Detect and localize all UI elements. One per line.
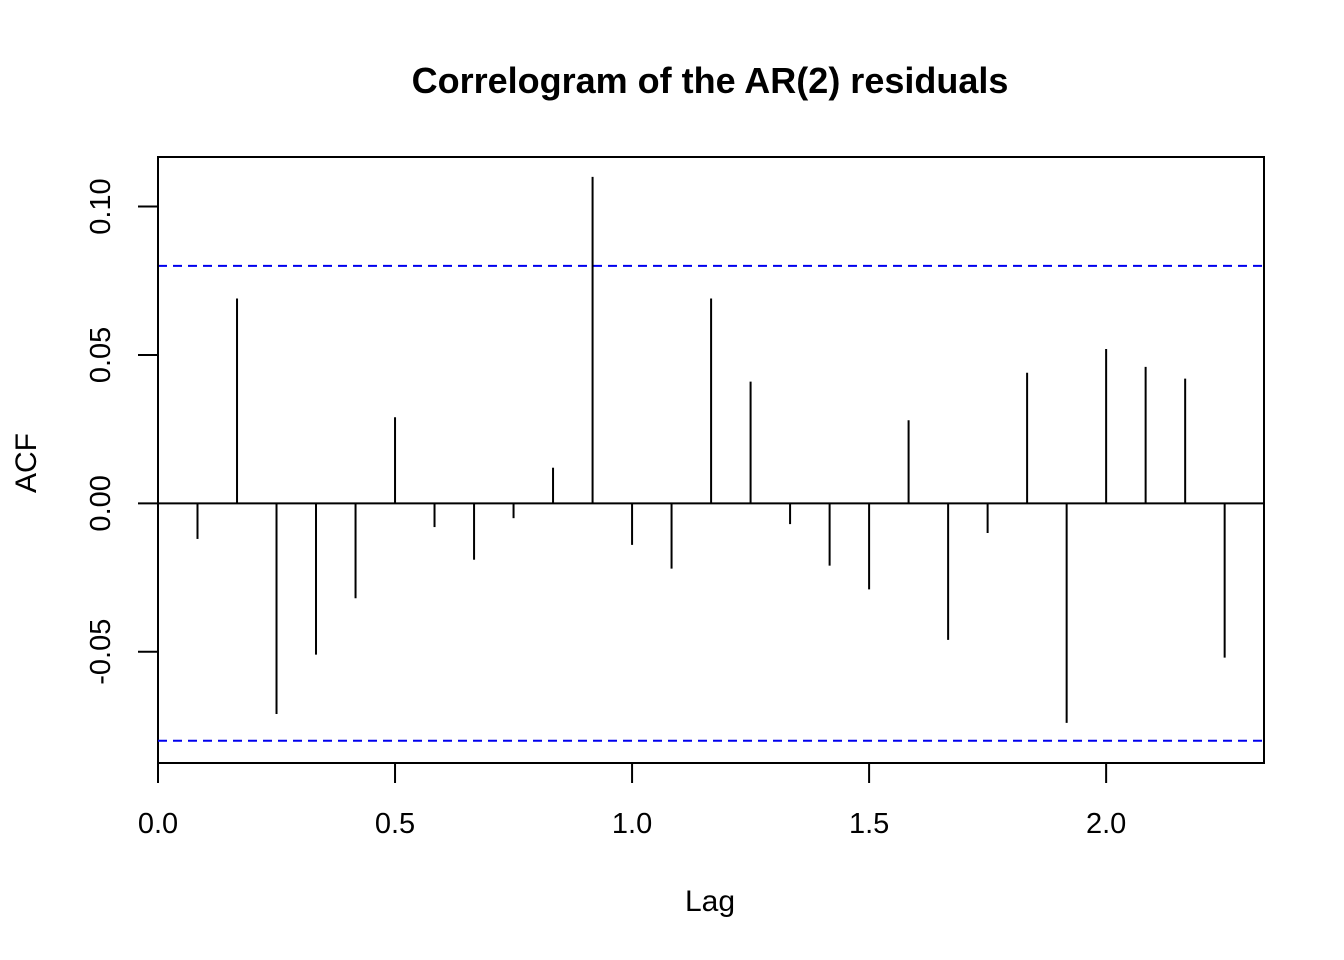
y-tick-label: 0.10: [85, 178, 117, 234]
chart-title: Correlogram of the AR(2) residuals: [412, 60, 1009, 101]
acf-bars: [196, 176, 1226, 723]
x-tick-label: 2.0: [1086, 808, 1126, 840]
x-tick-label: 0.5: [375, 808, 415, 840]
x-tick-label: 1.0: [612, 808, 652, 840]
x-tick-label: 1.5: [849, 808, 889, 840]
y-tick-label: 0.05: [85, 327, 117, 383]
confidence-bounds: [158, 264, 1264, 742]
x-axis: 0.0 0.5 1.0 1.5 2.0: [138, 762, 1126, 840]
y-tick-label: -0.05: [85, 619, 117, 685]
y-tick-label: 0.00: [85, 475, 117, 531]
x-tick-label: 0.0: [138, 808, 178, 840]
y-axis-label: ACF: [10, 433, 43, 493]
y-axis: -0.05 0.00 0.05 0.10: [85, 178, 159, 685]
x-axis-label: Lag: [685, 885, 735, 918]
